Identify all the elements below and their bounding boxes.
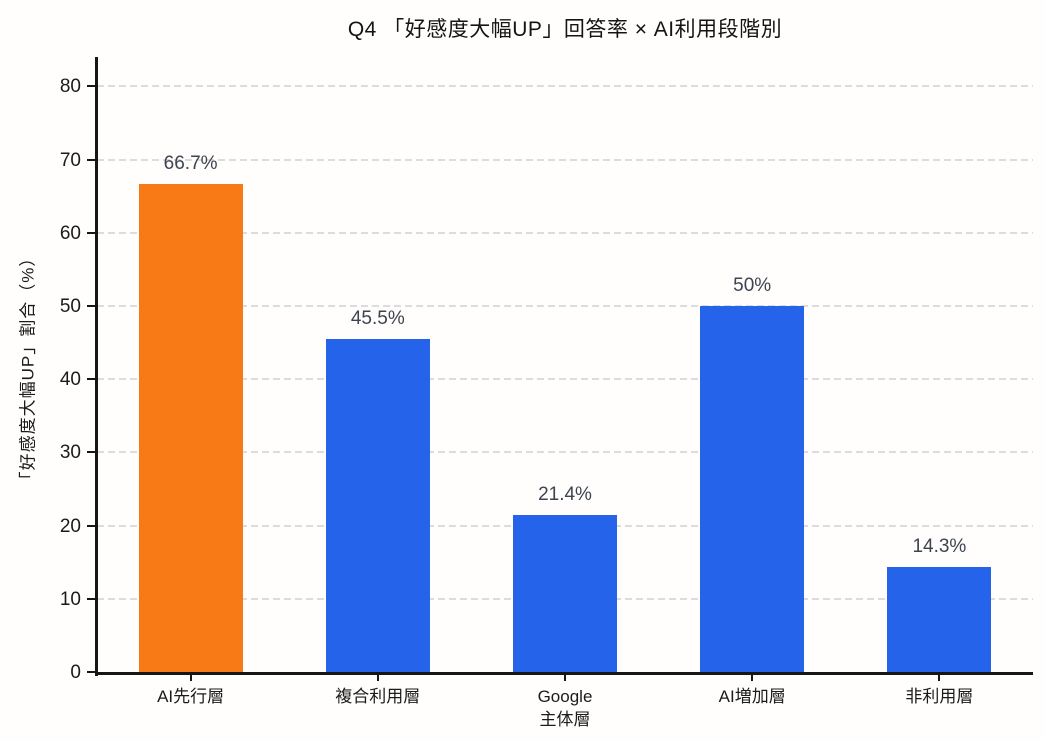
gridline: [97, 378, 1033, 381]
bar-value-label: 14.3%: [912, 536, 967, 558]
y-tick-label: 30: [59, 442, 81, 464]
bar-value-label: 21.4%: [538, 484, 592, 506]
gridline: [97, 85, 1033, 88]
y-tick-mark: [87, 451, 96, 454]
y-tick-mark: [87, 671, 96, 673]
y-tick-mark: [87, 85, 96, 88]
bar-2: [325, 338, 430, 672]
x-tick-label: 複合利用層: [335, 687, 421, 706]
bar-4: [700, 305, 805, 672]
y-tick-mark: [87, 158, 96, 161]
bar-value-label: 50%: [733, 274, 772, 296]
y-tick-label: 70: [59, 149, 81, 171]
y-tick-label: 0: [70, 662, 81, 683]
y-tick-mark: [87, 304, 96, 307]
bar-value-label: 45.5%: [350, 307, 405, 329]
x-tick-label: AI増加層: [718, 687, 786, 706]
x-tick-label: 非利用層: [905, 687, 974, 706]
y-tick-mark: [87, 231, 96, 234]
y-tick-mark: [87, 524, 96, 527]
x-tick-mark: [189, 674, 192, 681]
bar-1: [138, 183, 243, 672]
x-tick-mark: [376, 674, 379, 681]
y-tick-label: 40: [59, 369, 81, 391]
bar-value-label: 66.7%: [163, 152, 218, 174]
x-tick-mark: [751, 674, 754, 681]
gridline: [97, 158, 1033, 161]
y-tick-label: 20: [59, 515, 81, 537]
y-tick-label: 60: [59, 222, 81, 244]
x-tick-label: Google 主体層: [537, 687, 593, 729]
x-tick-label: AI先行層: [157, 687, 225, 706]
y-tick-mark: [87, 597, 96, 600]
bar-5: [887, 567, 992, 672]
x-axis-line: [95, 672, 1033, 675]
y-tick-label: 10: [59, 588, 81, 610]
y-tick-label: 80: [59, 76, 81, 98]
x-tick-mark: [564, 674, 566, 681]
y-tick-mark: [87, 378, 96, 381]
chart-title: Q4 「好感度大幅UP」回答率 × AI利用段階別: [347, 18, 783, 41]
bar-3: [513, 515, 617, 672]
y-axis-line: [95, 57, 98, 676]
gridline: [97, 304, 1033, 307]
y-axis-label: 「好感度大幅UP」割合（%）: [18, 248, 38, 489]
gridline: [97, 451, 1033, 454]
x-tick-mark: [938, 674, 941, 681]
gridline: [97, 231, 1033, 234]
y-tick-label: 50: [59, 295, 81, 317]
